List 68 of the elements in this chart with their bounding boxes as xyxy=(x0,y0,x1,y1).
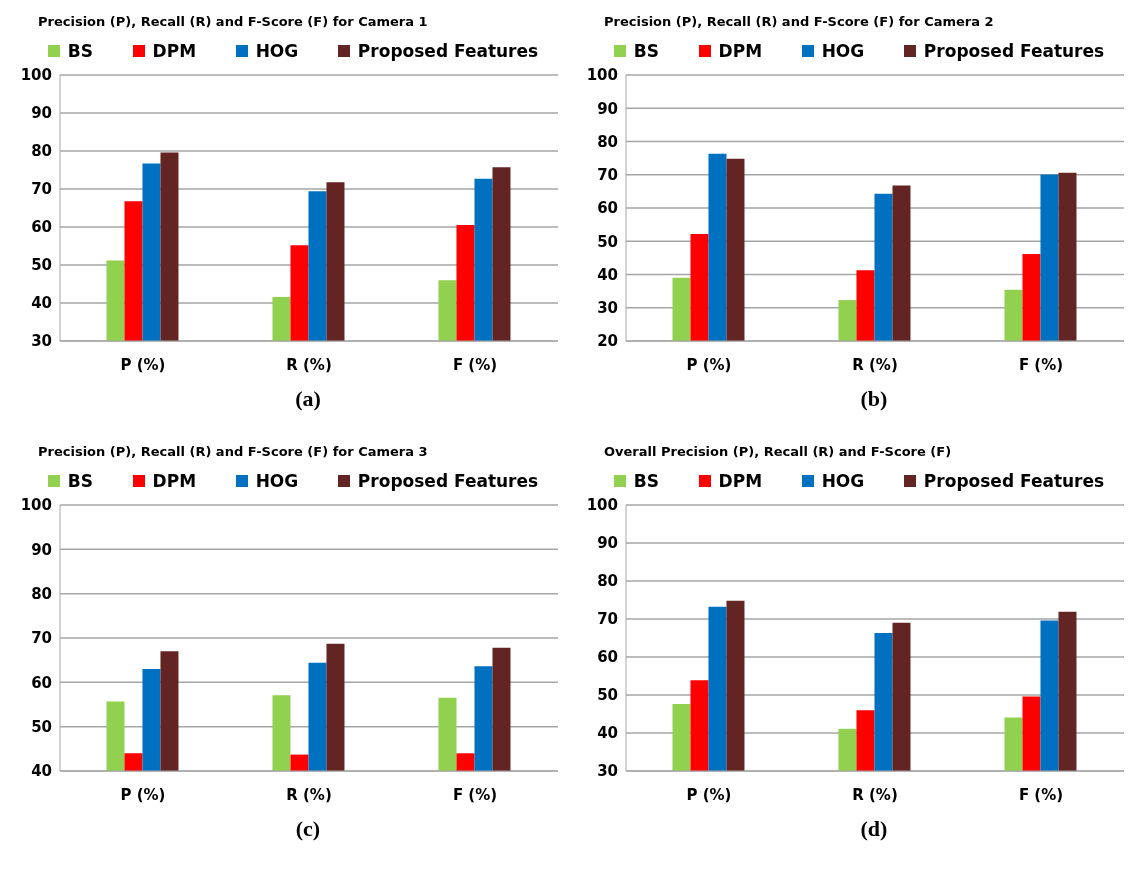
y-tick-label: 40 xyxy=(597,724,618,743)
y-tick-label: 60 xyxy=(31,673,52,692)
y-tick-label: 60 xyxy=(31,218,52,237)
y-tick-label: 100 xyxy=(586,66,618,85)
legend-label: DPM xyxy=(717,471,763,491)
legend-label: BS xyxy=(632,41,659,61)
x-tick-label: F (%) xyxy=(1018,355,1064,374)
y-tick-label: 40 xyxy=(31,762,52,781)
x-tick-label: P (%) xyxy=(686,355,732,374)
x-tick-label: P (%) xyxy=(120,355,166,374)
y-tick-label: 80 xyxy=(31,584,52,603)
text: (d) xyxy=(859,816,889,842)
x-tick-label: P (%) xyxy=(686,785,732,804)
y-tick-label: 50 xyxy=(31,717,52,736)
text: (a) xyxy=(294,386,322,412)
x-tick-label: F (%) xyxy=(452,785,498,804)
y-tick-label: 90 xyxy=(597,534,618,553)
y-tick-label: 100 xyxy=(586,496,618,515)
text: (b) xyxy=(859,386,889,412)
chart-title: Overall Precision (P), Recall (R) and F-Score (F) xyxy=(604,444,953,461)
y-tick-label: 90 xyxy=(31,104,52,123)
y-tick-label: 70 xyxy=(31,180,52,199)
y-tick-label: 30 xyxy=(597,299,618,318)
x-tick-label: P (%) xyxy=(120,785,166,804)
y-tick-label: 50 xyxy=(597,686,618,705)
y-tick-label: 70 xyxy=(31,629,52,648)
legend-label: DPM xyxy=(151,471,197,491)
legend-label: DPM xyxy=(151,41,197,61)
y-tick-label: 40 xyxy=(31,294,52,313)
y-tick-label: 60 xyxy=(597,199,618,218)
chart-title: Precision (P), Recall (R) and F-Score (F) for Camera 3 xyxy=(38,444,429,461)
legend-label: Proposed Features xyxy=(356,41,539,61)
legend-label: Proposed Features xyxy=(356,471,539,491)
x-tick-label: R (%) xyxy=(852,785,898,804)
legend-label: HOG xyxy=(820,471,865,491)
legend-label: Proposed Features xyxy=(922,41,1105,61)
y-tick-label: 30 xyxy=(597,762,618,781)
legend-label: Proposed Features xyxy=(922,471,1105,491)
y-tick-label: 80 xyxy=(597,572,618,591)
legend-label: HOG xyxy=(820,41,865,61)
y-tick-label: 50 xyxy=(31,256,52,275)
y-tick-label: 80 xyxy=(597,132,618,151)
legend-label: BS xyxy=(66,41,93,61)
x-tick-label: F (%) xyxy=(452,355,498,374)
y-tick-label: 30 xyxy=(31,332,52,351)
y-tick-label: 70 xyxy=(597,610,618,629)
chart-title: Precision (P), Recall (R) and F-Score (F) for Camera 1 xyxy=(38,14,429,31)
x-tick-label: R (%) xyxy=(286,355,332,374)
legend-label: BS xyxy=(66,471,93,491)
y-tick-label: 20 xyxy=(597,332,618,351)
y-tick-label: 90 xyxy=(31,540,52,559)
y-tick-label: 90 xyxy=(597,99,618,118)
text: (c) xyxy=(294,816,322,842)
y-tick-label: 70 xyxy=(597,166,618,185)
y-tick-label: 40 xyxy=(597,265,618,284)
y-tick-label: 50 xyxy=(597,232,618,251)
y-tick-label: 60 xyxy=(597,648,618,667)
legend-label: HOG xyxy=(254,41,299,61)
x-tick-label: F (%) xyxy=(1018,785,1064,804)
y-tick-label: 80 xyxy=(31,142,52,161)
y-tick-label: 100 xyxy=(20,66,52,85)
legend-label: DPM xyxy=(717,41,763,61)
x-tick-label: R (%) xyxy=(852,355,898,374)
chart-title: Precision (P), Recall (R) and F-Score (F) for Camera 2 xyxy=(604,14,995,31)
legend-label: HOG xyxy=(254,471,299,491)
y-tick-label: 100 xyxy=(20,496,52,515)
x-tick-label: R (%) xyxy=(286,785,332,804)
legend-label: BS xyxy=(632,471,659,491)
